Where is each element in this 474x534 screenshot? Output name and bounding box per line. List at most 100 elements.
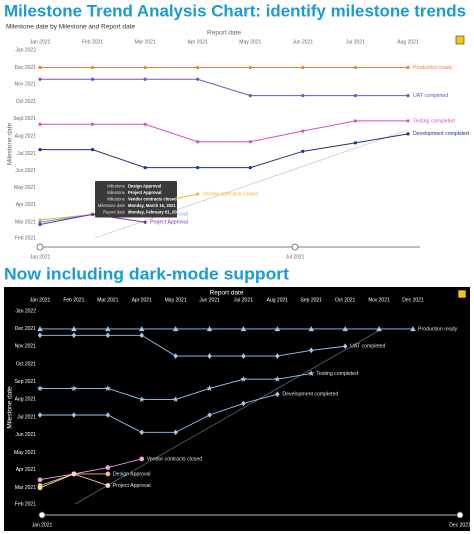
data-point [38,122,42,126]
data-point [90,148,95,152]
focus-icon[interactable] [455,35,465,45]
y-tick-label: May 2021 [14,450,36,456]
tooltip-key: Milestone [107,197,126,202]
data-point [143,77,147,81]
slider-handle[interactable] [291,243,299,251]
data-point [248,93,252,98]
y-tick-label: Apr 2021 [16,467,37,473]
x-tick-label: Aug 2021 [397,39,419,45]
series-label: Project Approval [113,483,151,489]
x-tick-label: Jul 2021 [234,297,253,303]
data-point [206,385,213,392]
data-point [353,65,358,70]
data-point [308,326,315,332]
data-point [105,483,111,488]
series-line [40,334,346,357]
data-point [274,326,281,332]
slider-label: Jul 2021 [286,254,305,260]
y-tick-label: Jun 2021 [15,432,36,438]
slider-handle[interactable] [38,511,46,519]
data-point [248,65,252,70]
data-point [37,326,43,332]
y-tick-label: Feb 2021 [15,235,36,241]
x-tick-label: Apr 2021 [132,297,153,303]
data-point [241,353,246,359]
data-point [38,77,42,81]
x-tick-label: Jun 2021 [199,297,220,303]
data-point [353,93,358,98]
page-title: Milestone Trend Analysis Chart: identify… [4,1,466,20]
series-label: Vendor contracts closed [147,456,202,462]
data-point [406,93,410,98]
data-point [207,412,212,418]
data-point [301,65,305,70]
series-label: Testing completed [316,371,358,377]
data-point [37,485,43,491]
slider-handle[interactable] [456,511,464,519]
tooltip-value: Design Approval [128,184,161,189]
x-tick-label: Apr 2021 [188,39,209,45]
y-tick-label: Sep 2021 [15,379,37,385]
data-point [90,77,95,81]
data-point [71,332,77,339]
x-tick-label: Mar 2021 [97,297,118,303]
series-label: Production ready [418,326,458,332]
data-point [70,385,78,392]
data-point [173,353,178,359]
data-point [36,385,44,392]
x-tick-label: Jan 2021 [30,39,51,45]
y-tick-label: Jul 2021 [17,151,36,157]
y-tick-label: May 2021 [14,185,36,191]
x-tick-label: Mar 2021 [135,39,156,45]
data-point [241,400,246,407]
y-tick-label: Aug 2021 [15,397,37,403]
x-tick-label: Feb 2021 [63,297,84,303]
series-label: Development completed [413,131,469,137]
data-point [104,385,112,392]
series-label: Testing completed [413,118,455,124]
data-point [406,119,410,123]
data-point [248,166,252,170]
y-tick-label: Nov 2021 [15,344,37,350]
data-point [172,396,179,403]
series-label: UAT completed [350,344,385,350]
x-tick-label: Feb 2021 [82,39,103,45]
data-point [301,93,305,98]
series-label: Development completed [282,392,338,398]
chart-subtitle: Milestone date by Milestone and Report d… [6,24,135,31]
x-tick-label: Sep 2021 [301,297,323,303]
data-point [138,396,145,403]
data-point [90,122,95,126]
data-point [143,220,147,224]
y-tick-label: Sept 2021 [13,116,36,122]
data-point [143,122,147,126]
series-label: Project Approval [150,220,188,226]
series-label: UAT completed [413,93,448,99]
series-label: Design Approval [113,471,151,477]
x-axis-title: Report date [210,290,244,297]
focus-icon[interactable] [457,289,467,299]
dark-panel [4,287,470,531]
data-point [301,149,305,153]
series-line [40,133,409,169]
y-tick-label: Dec 2021 [15,65,37,71]
series-label: Vendor contracts closed [203,191,258,197]
data-point [71,471,77,477]
data-point [308,370,315,377]
data-point [196,166,200,170]
y-tick-label: Mar 2021 [15,485,36,491]
data-point [38,218,42,222]
data-point [173,429,178,436]
slider-handle[interactable] [36,243,44,251]
data-point [38,222,42,227]
series-line [39,458,142,481]
tooltip-value: Vendor contracts closed [128,197,177,202]
y-tick-label: Jan 2022 [15,308,36,314]
tooltip-value: Monday, March 15, 2021 [128,203,176,208]
series-line [40,120,408,143]
data-point [240,326,247,332]
tooltip-value: Project Approval [128,190,161,195]
data-point [38,220,42,224]
x-tick-label: Nov 2021 [368,297,390,303]
